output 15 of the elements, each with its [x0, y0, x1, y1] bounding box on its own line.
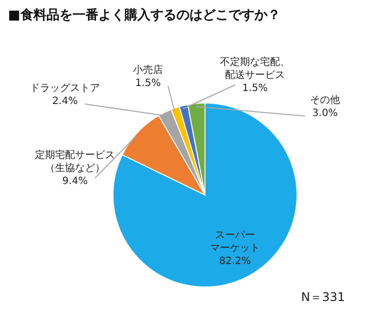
data-label: 9.4% [62, 176, 88, 187]
slice-label: その他 [310, 94, 340, 106]
data-label: 1.5% [135, 78, 161, 89]
pie-slice [112, 102, 298, 288]
data-label: 1.5% [242, 83, 268, 94]
text: N＝331 [301, 290, 345, 304]
slice-label: 不定期な宅配、配送サービス [220, 56, 290, 81]
slice-label: 定期宅配サービス（生協など） [35, 149, 115, 174]
data-label: 82.2% [219, 256, 251, 267]
slice-label: ドラッグストア [30, 83, 100, 94]
slice-label: スーパーマーケット [210, 230, 260, 254]
data-label: 2.4% [52, 96, 78, 107]
slice-label: 小売店 [133, 64, 163, 76]
data-label: 3.0% [312, 108, 338, 119]
chart-title: ■食料品を一番よく購入するのはどこですか？ [8, 7, 280, 23]
